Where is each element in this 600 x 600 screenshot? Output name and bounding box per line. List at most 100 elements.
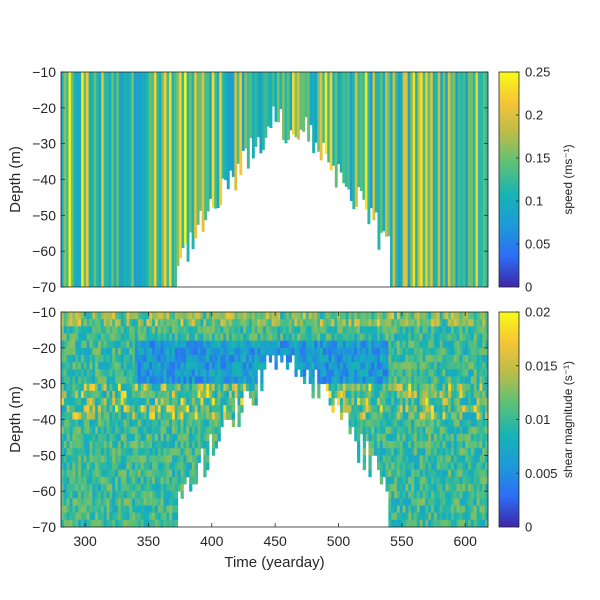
heatmap-cell [169,491,173,499]
heatmap-cell [115,398,119,406]
heatmap-cell [214,441,218,449]
heatmap-cell [129,369,133,377]
heatmap-cell [123,462,127,471]
heatmap-cell [376,347,381,356]
heatmap-cell [328,398,332,406]
heatmap-cell [95,383,99,392]
heatmap-cell [345,347,349,356]
heatmap-cell [246,347,250,356]
heatmap-cell [234,347,238,356]
heatmap-cell [129,498,133,506]
heatmap-cell [244,72,248,149]
heatmap-cell [284,72,288,144]
heatmap-cell [459,441,463,449]
heatmap-cell [473,448,478,456]
heatmap-cell [317,72,321,152]
heatmap-cell [388,326,392,334]
heatmap-cell [362,355,366,363]
heatmap-cell [294,340,298,349]
heatmap-cell [368,312,372,320]
heatmap-cell [72,433,76,442]
heatmap-cell [254,340,258,349]
heatmap-cell [123,426,127,435]
heatmap-cell [217,433,221,442]
heatmap-cell [137,412,142,420]
heatmap-cell [103,498,107,506]
heatmap-cell [112,369,116,377]
heatmap-cell [186,455,190,463]
heatmap-cell [485,484,489,492]
heatmap-cell [325,369,329,377]
heatmap-cell [106,390,110,399]
heatmap-cell [334,319,338,327]
heatmap-cell [117,312,122,320]
heatmap-cell [217,390,221,399]
heatmap-cell [95,347,99,356]
heatmap-cell [112,519,116,528]
heatmap-cell [431,369,435,377]
heatmap-cell [351,383,355,392]
heatmap-cell [132,476,136,485]
heatmap-cell [169,405,173,413]
heatmap-cell [294,72,298,138]
heatmap-cell [422,419,426,428]
heatmap-cell [216,72,220,209]
heatmap-cell [322,326,327,334]
heatmap-cell [63,512,68,521]
heatmap-cell [309,72,313,126]
heatmap-cell [81,72,84,287]
heatmap-cell [231,319,236,327]
heatmap-cell [462,419,466,428]
heatmap-cell [214,355,218,363]
heatmap-cell [485,312,489,320]
heatmap-cell [89,462,93,471]
heatmap-cell [450,340,455,349]
heatmap-cell [248,376,253,385]
heatmap-cell [86,355,90,363]
heatmap-cell [211,333,216,342]
heatmap-cell [334,355,338,363]
heatmap-cell [169,383,173,392]
heatmap-cell [425,390,429,399]
heatmap-cell [72,448,76,456]
heatmap-cell [83,355,88,363]
heatmap-cell [357,398,361,406]
heatmap-cell [146,376,150,385]
heatmap-cell [143,72,147,287]
heatmap-cell [200,362,204,370]
heatmap-cell [473,383,478,392]
heatmap-cell [394,347,398,356]
heatmap-cell [197,312,201,320]
heatmap-cell [186,398,190,406]
heatmap-cell [209,369,213,377]
heatmap-cell [445,355,449,363]
heatmap-cell [431,319,435,327]
heatmap-cell [228,390,233,399]
heatmap-cell [468,412,472,420]
heatmap-cell [152,340,156,349]
heatmap-cell [462,491,466,499]
heatmap-cell [473,505,478,514]
heatmap-cell [71,72,74,287]
heatmap-cell [228,319,233,327]
heatmap-cell [405,312,409,320]
heatmap-cell [98,462,102,471]
heatmap-cell [83,376,88,385]
heatmap-cell [189,462,193,471]
heatmap-cell [365,405,369,413]
heatmap-cell [126,433,130,442]
heatmap-cell [246,312,250,320]
heatmap-cell [480,72,484,287]
heatmap-cell [371,383,375,392]
heatmap-cell [439,405,443,413]
heatmap-cell [72,519,76,528]
heatmap-cell [419,333,423,342]
heatmap-cell [396,362,401,370]
heatmap-cell [422,441,426,449]
heatmap-cell [200,333,204,342]
heatmap-cell [180,326,184,334]
heatmap-cell [191,476,196,485]
heatmap-cell [109,519,113,528]
heatmap-cell [485,462,489,471]
heatmap-cell [422,383,426,392]
